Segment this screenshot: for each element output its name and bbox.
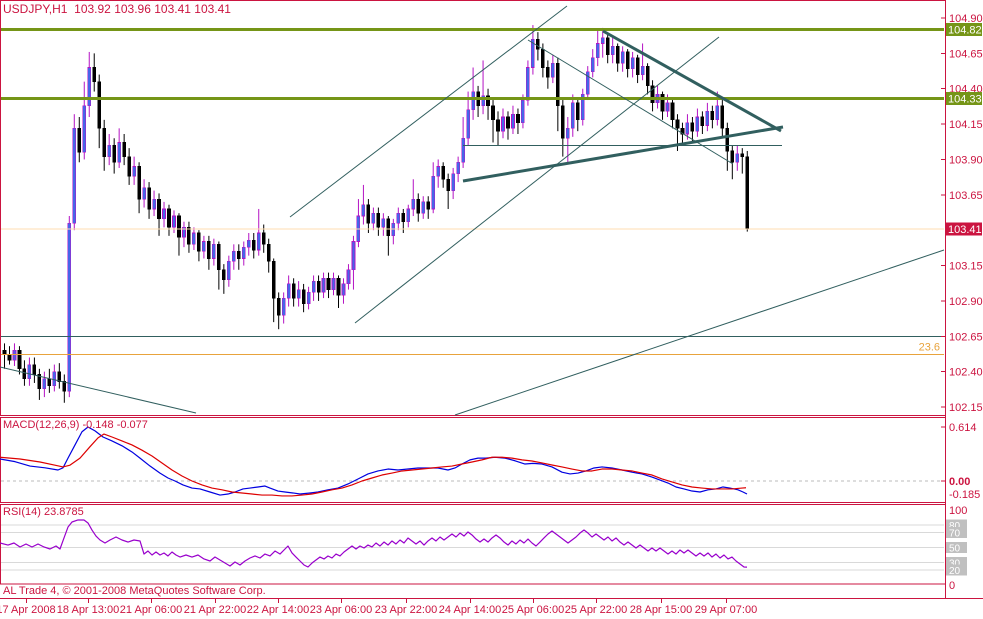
svg-text:23 Apr 22:00: 23 Apr 22:00 xyxy=(375,604,437,616)
svg-text:50: 50 xyxy=(949,544,961,555)
svg-text:22 Apr 14:00: 22 Apr 14:00 xyxy=(247,604,309,616)
candlestick-series xyxy=(2,25,750,403)
svg-text:24 Apr 14:00: 24 Apr 14:00 xyxy=(439,604,501,616)
price-badge-104.33 xyxy=(946,92,982,106)
svg-text:104.65: 104.65 xyxy=(949,48,983,60)
trendline-pennant-upper[interactable] xyxy=(602,29,782,133)
rsi-level-badge-80 xyxy=(946,519,967,531)
svg-text:103.15: 103.15 xyxy=(949,261,983,273)
rsi-level-badge-50 xyxy=(946,542,967,553)
svg-text:103.65: 103.65 xyxy=(949,190,983,202)
svg-text:0.00: 0.00 xyxy=(949,476,970,488)
macd-signal-line xyxy=(0,433,747,497)
svg-text:17 Apr 2008: 17 Apr 2008 xyxy=(0,604,56,616)
svg-text:21 Apr 22:00: 21 Apr 22:00 xyxy=(184,604,246,616)
rsi-level-badge-30 xyxy=(946,557,967,568)
svg-text:102.90: 102.90 xyxy=(949,296,983,308)
trendline-channel-lower[interactable] xyxy=(354,36,720,324)
time-axis[interactable]: 17 Apr 2008 18 Apr 13:00 21 Apr 06:00 21 Ap… xyxy=(0,599,757,616)
svg-text:20: 20 xyxy=(949,566,961,577)
horizontal-levels[interactable]: 23.6 xyxy=(1,27,944,356)
trendline-pennant-lower[interactable] xyxy=(462,125,784,183)
svg-text:103.90: 103.90 xyxy=(949,154,983,166)
trendline-channel-upper[interactable] xyxy=(289,5,568,218)
price-badge-104.82 xyxy=(946,22,982,36)
svg-text:100: 100 xyxy=(949,505,967,517)
svg-text:25 Apr 22:00: 25 Apr 22:00 xyxy=(565,604,627,616)
svg-text:-0.185: -0.185 xyxy=(949,489,980,501)
panel-borders xyxy=(0,0,983,599)
price-axis[interactable]: 104.90104.65104.40104.15103.90103.65103.… xyxy=(941,13,983,414)
svg-text:102.15: 102.15 xyxy=(949,402,983,414)
svg-text:0: 0 xyxy=(949,580,955,592)
macd-main-line xyxy=(0,426,748,496)
svg-text:29 Apr 07:00: 29 Apr 07:00 xyxy=(695,604,757,616)
trendline-resist-desc[interactable] xyxy=(527,39,734,165)
rsi-level-badge-70 xyxy=(946,527,967,538)
price-badge-103.41 xyxy=(946,222,982,236)
svg-text:0.614: 0.614 xyxy=(949,422,977,434)
svg-text:102.65: 102.65 xyxy=(949,331,983,343)
macd-panel: 0.614 0.00-0.185 xyxy=(0,422,980,501)
svg-text:21 Apr 06:00: 21 Apr 06:00 xyxy=(120,604,182,616)
rsi-level-badge-20 xyxy=(946,564,967,576)
svg-text:18 Apr 13:00: 18 Apr 13:00 xyxy=(57,604,119,616)
svg-text:104.90: 104.90 xyxy=(949,13,983,25)
svg-text:28 Apr 15:00: 28 Apr 15:00 xyxy=(630,604,692,616)
svg-text:104.15: 104.15 xyxy=(949,119,983,131)
svg-text:104.33: 104.33 xyxy=(948,94,982,106)
svg-text:23 Apr 06:00: 23 Apr 06:00 xyxy=(310,604,372,616)
trendlines[interactable] xyxy=(0,5,945,416)
svg-text:30: 30 xyxy=(949,559,961,570)
rsi-line xyxy=(0,519,748,568)
svg-text:25 Apr 06:00: 25 Apr 06:00 xyxy=(502,604,564,616)
svg-text:103.41: 103.41 xyxy=(948,224,982,236)
trendline-support-asc[interactable] xyxy=(454,249,945,416)
fib-236-label: 23.6 xyxy=(919,342,940,354)
trendline-desc-left[interactable] xyxy=(0,366,197,414)
svg-text:104.82: 104.82 xyxy=(948,24,982,36)
svg-text:70: 70 xyxy=(949,529,961,540)
svg-text:102.40: 102.40 xyxy=(949,367,983,379)
svg-text:80: 80 xyxy=(949,521,961,532)
